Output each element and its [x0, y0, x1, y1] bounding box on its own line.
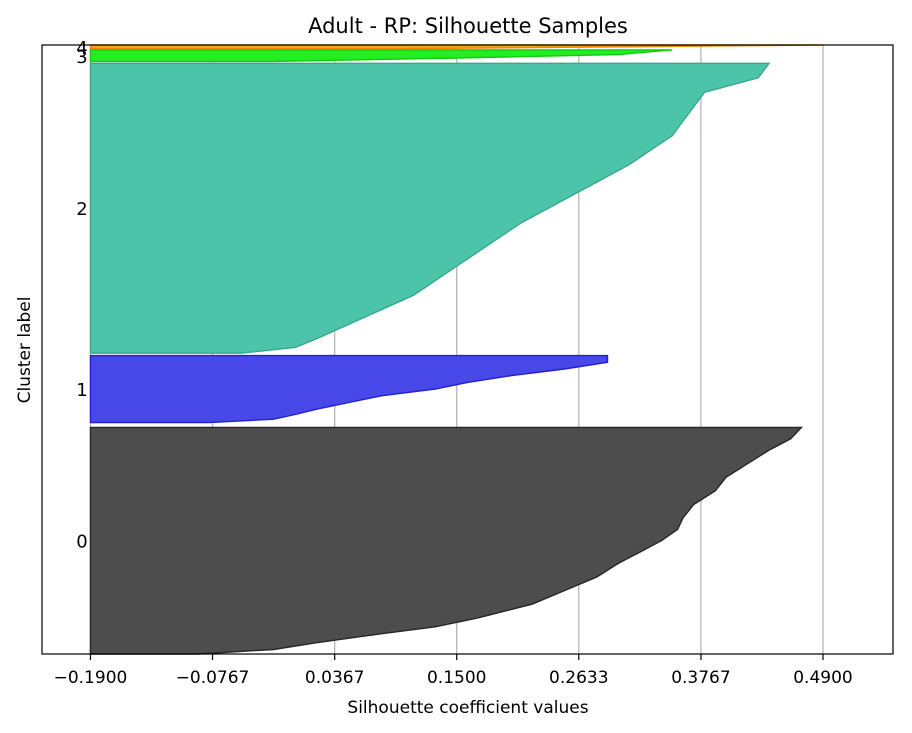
x-tick-label: 0.1500 — [427, 668, 486, 688]
cluster-label-0: 0 — [76, 532, 87, 553]
cluster-label-4: 4 — [76, 38, 87, 59]
x-tick-label: 0.0367 — [305, 668, 364, 688]
chart-title: Adult - RP: Silhouette Samples — [308, 14, 628, 38]
cluster-labels: 0 1 2 34 — [76, 38, 87, 553]
silhouette-clusters — [89, 44, 824, 655]
x-tick-label: −0.1900 — [54, 668, 128, 688]
x-axis-ticks: −0.1900 −0.0767 0.0367 0.1500 0.2633 0.3767 0.… — [54, 654, 853, 688]
plot-frame — [41, 44, 894, 655]
cluster-label-3: 3 — [76, 47, 87, 68]
cluster-0-silhouette-area — [89, 426, 804, 655]
x-axis-label: Silhouette coefficient values — [347, 698, 588, 718]
cluster-4-silhouette-area — [89, 44, 824, 50]
x-tick-label: 0.4900 — [793, 668, 852, 688]
cluster-label-2: 2 — [76, 199, 87, 220]
y-axis-label: Cluster label — [15, 297, 35, 404]
cluster-2-silhouette-area — [89, 62, 771, 354]
cluster-1-silhouette-area — [89, 354, 609, 424]
cluster-label-1: 1 — [76, 380, 87, 401]
x-tick-label: 0.3767 — [671, 668, 730, 688]
cluster-3-silhouette-area — [89, 49, 673, 63]
x-tick-label: −0.0767 — [176, 668, 250, 688]
x-tick-label: 0.2633 — [549, 668, 608, 688]
